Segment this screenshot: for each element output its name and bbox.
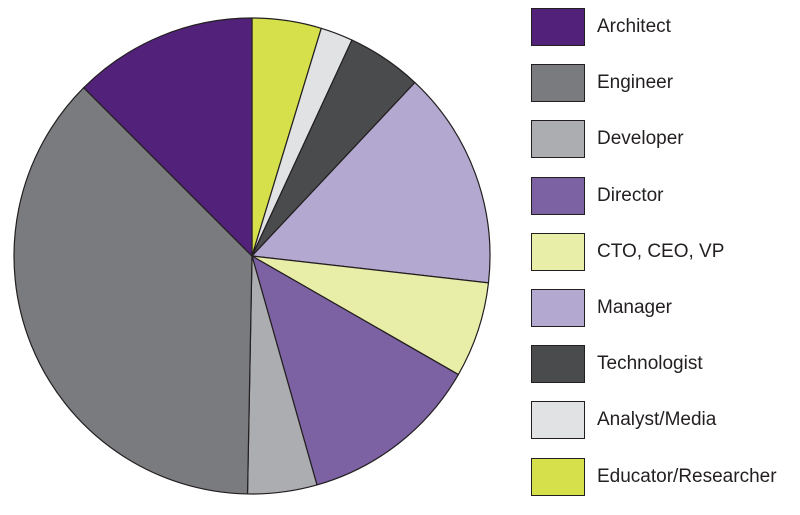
legend-label: Developer bbox=[597, 128, 684, 150]
legend-label: Educator/Researcher bbox=[597, 465, 777, 487]
legend-swatch bbox=[531, 457, 585, 496]
legend-swatch bbox=[531, 345, 585, 384]
legend-label: Manager bbox=[597, 296, 672, 318]
legend-item-architect: Architect bbox=[531, 8, 796, 64]
pie-slice-architect bbox=[83, 17, 253, 257]
legend-swatch bbox=[531, 288, 585, 327]
legend-label: Technologist bbox=[597, 353, 703, 375]
pie-slice-engineer bbox=[13, 87, 253, 495]
legend-label: CTO, CEO, VP bbox=[597, 240, 725, 262]
legend-swatch bbox=[531, 232, 585, 271]
legend-label: Engineer bbox=[597, 72, 674, 94]
legend-item-developer: Developer bbox=[531, 120, 796, 176]
legend-swatch bbox=[531, 176, 585, 215]
legend-item-technologist: Technologist bbox=[531, 345, 796, 401]
legend: Architect Engineer Developer Director CTO, C… bbox=[531, 8, 796, 514]
pie-slice-director bbox=[251, 255, 459, 486]
legend-label: Architect bbox=[597, 16, 671, 37]
legend-label: Analyst/Media bbox=[597, 409, 717, 431]
legend-swatch bbox=[531, 8, 585, 46]
legend-item-analyst-media: Analyst/Media bbox=[531, 401, 796, 457]
legend-swatch bbox=[531, 401, 585, 440]
legend-item-engineer: Engineer bbox=[531, 64, 796, 120]
legend-swatch bbox=[531, 120, 585, 159]
legend-item-educator-researcher: Educator/Researcher bbox=[531, 457, 796, 514]
pie-slice-manager bbox=[251, 81, 491, 284]
legend-swatch bbox=[531, 64, 585, 103]
legend-item-manager: Manager bbox=[531, 288, 796, 345]
legend-label: Director bbox=[597, 184, 664, 206]
pie-slices bbox=[13, 17, 491, 495]
legend-item-cto-ceo-vp: CTO, CEO, VP bbox=[531, 232, 796, 289]
pie-chart bbox=[13, 17, 491, 495]
legend-item-director: Director bbox=[531, 176, 796, 233]
